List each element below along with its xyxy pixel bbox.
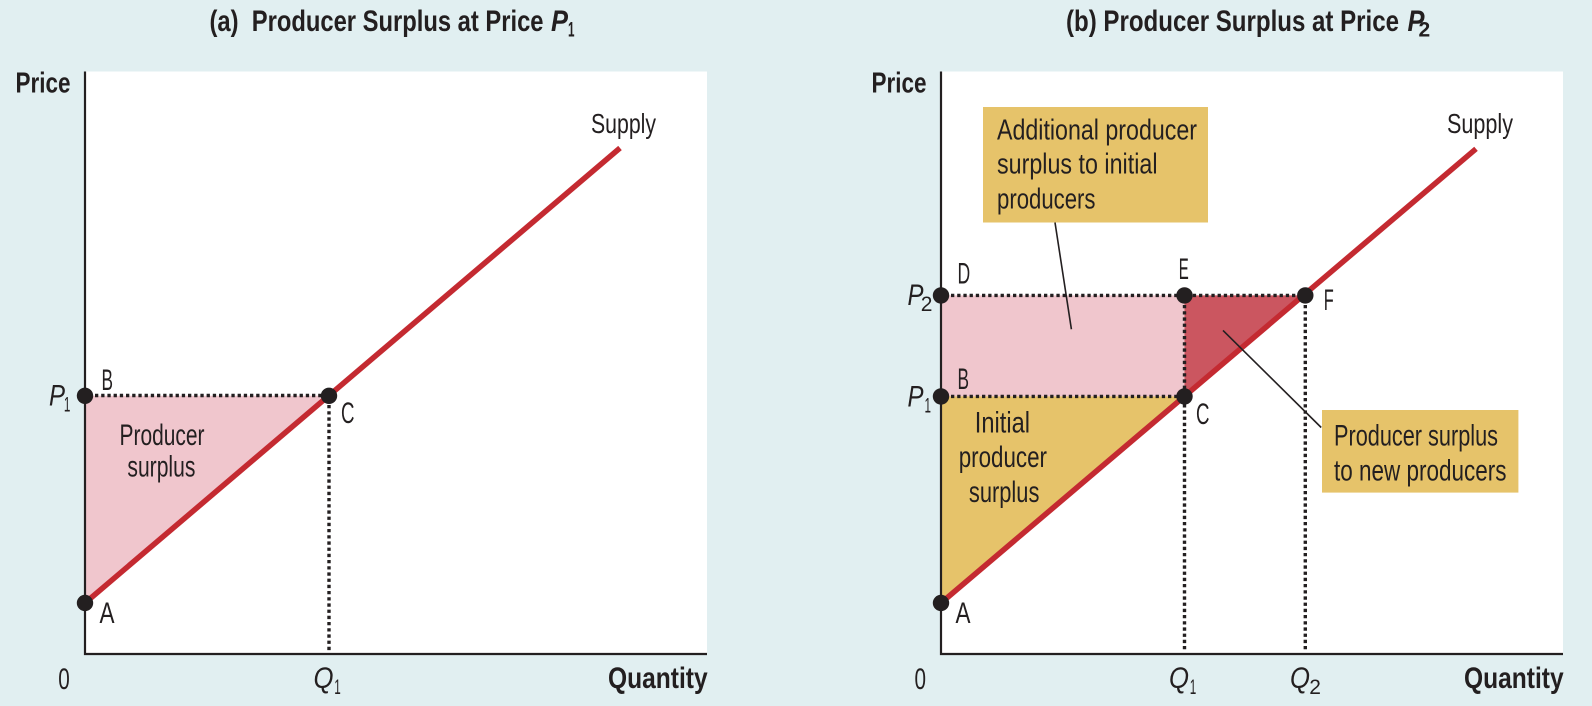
- svg-text:Additional producer: Additional producer: [997, 114, 1197, 146]
- svg-text:C: C: [1196, 398, 1210, 431]
- svg-text:surplus: surplus: [127, 451, 195, 484]
- svg-text:producers: producers: [997, 184, 1096, 216]
- svg-text:P: P: [1408, 5, 1426, 38]
- svg-text:2: 2: [1419, 18, 1431, 41]
- svg-text:P: P: [908, 279, 924, 312]
- svg-text:Quantity: Quantity: [608, 662, 708, 695]
- svg-text:B: B: [102, 364, 114, 397]
- svg-text:1: 1: [334, 676, 341, 699]
- svg-text:0: 0: [58, 663, 70, 696]
- svg-text:2: 2: [921, 293, 933, 316]
- svg-text:1: 1: [568, 18, 575, 41]
- svg-text:Producer: Producer: [120, 419, 205, 452]
- svg-text:to new producers: to new producers: [1334, 455, 1507, 488]
- svg-text:Supply: Supply: [591, 108, 656, 139]
- svg-text:producer: producer: [959, 441, 1047, 474]
- svg-text:F: F: [1324, 284, 1334, 317]
- svg-text:Price: Price: [872, 68, 927, 100]
- svg-text:Price: Price: [16, 68, 71, 100]
- svg-text:B: B: [958, 363, 970, 396]
- svg-text:1: 1: [64, 394, 71, 417]
- svg-text:A: A: [100, 597, 115, 630]
- svg-text:Quantity: Quantity: [1464, 662, 1564, 695]
- svg-text:0: 0: [915, 663, 927, 696]
- svg-text:1: 1: [925, 394, 932, 417]
- svg-text:Producer surplus: Producer surplus: [1334, 419, 1498, 452]
- svg-text:Q: Q: [314, 662, 334, 695]
- svg-text:P: P: [908, 380, 924, 413]
- svg-text:2: 2: [1309, 676, 1321, 699]
- svg-text:E: E: [1179, 253, 1189, 286]
- svg-text:P: P: [49, 379, 65, 412]
- svg-text:C: C: [341, 397, 355, 430]
- svg-text:surplus: surplus: [969, 476, 1040, 509]
- svg-text:Q: Q: [1290, 662, 1310, 695]
- svg-text:(a) Producer Surplus at Price: (a) Producer Surplus at Price: [210, 5, 544, 38]
- svg-text:Q: Q: [1169, 662, 1189, 695]
- svg-text:Initial: Initial: [975, 406, 1030, 439]
- svg-text:1: 1: [1190, 676, 1197, 699]
- svg-text:A: A: [956, 597, 971, 630]
- svg-text:(b) Producer Surplus at Price: (b) Producer Surplus at Price: [1066, 5, 1399, 38]
- svg-text:D: D: [958, 258, 971, 291]
- svg-text:surplus to initial: surplus to initial: [997, 149, 1158, 181]
- svg-text:Supply: Supply: [1447, 108, 1513, 139]
- svg-text:P: P: [551, 5, 569, 38]
